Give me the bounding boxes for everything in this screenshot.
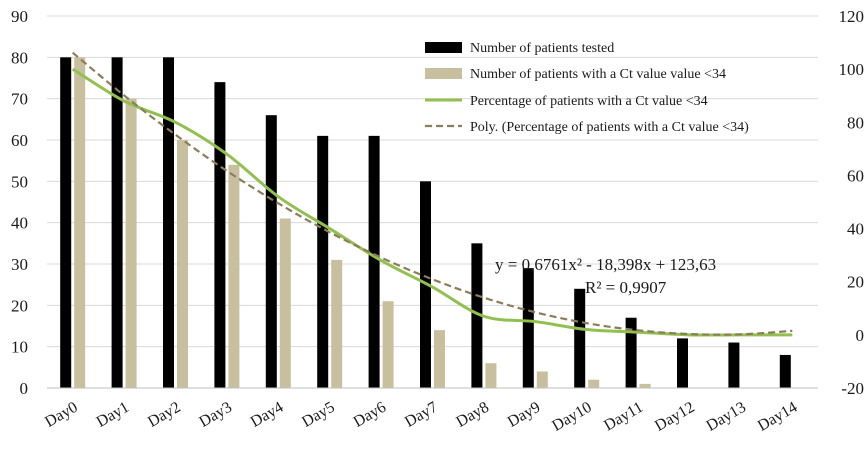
x-tick-label: Day6	[351, 399, 390, 431]
bar-ct-count	[331, 259, 343, 388]
lines	[71, 51, 793, 337]
bar-ct-count	[639, 383, 651, 388]
bar-ct-count	[588, 379, 600, 388]
x-tick-label: Day5	[299, 399, 338, 431]
y-left-tick-label: 0	[20, 379, 29, 398]
y-right-tick-label: 20	[847, 273, 864, 292]
bar-patients-tested	[728, 342, 740, 388]
legend-label-ct-count: Number of patients with a Ct value value…	[470, 67, 726, 82]
bar-ct-count	[228, 164, 240, 388]
x-tick-label: Day7	[402, 399, 441, 431]
bar-patients-tested	[368, 135, 380, 388]
y-left-tick-label: 60	[11, 131, 28, 150]
y-right-tick-label: 40	[847, 220, 864, 239]
bar-ct-count	[485, 363, 497, 388]
y-left-tick-label: 10	[11, 338, 28, 357]
y-left-tick-label: 20	[11, 296, 28, 315]
y-right-tick-label: 60	[847, 166, 864, 185]
x-tick-label: Day12	[652, 399, 697, 435]
y-left-tick-label: 50	[11, 172, 28, 191]
y-right-tick-label: 80	[847, 113, 864, 132]
bar-patients-tested	[625, 317, 637, 388]
axes: 0 10 20 30 40 50 60 70 80 90 -20 0 20 40 60 80 100 120 Day…	[11, 7, 864, 435]
x-tick-label: Day9	[505, 399, 544, 431]
bar-ct-count	[74, 57, 86, 388]
bar-patients-tested	[574, 288, 586, 388]
bar-ct-count	[279, 218, 291, 388]
x-tick-label: Day10	[549, 399, 594, 435]
x-tick-label: Day1	[94, 399, 133, 431]
line-poly-trend	[71, 51, 793, 336]
trendline-r-squared: R² = 0,9907	[585, 278, 667, 297]
bar-patients-tested	[111, 57, 123, 388]
y-right-tick-label: -20	[841, 379, 864, 398]
bar-ct-count	[536, 371, 548, 388]
legend-swatch-ct-count	[425, 68, 462, 79]
bar-patients-tested	[677, 338, 688, 388]
x-tick-label: Day2	[145, 399, 184, 431]
bar-patients-tested	[163, 57, 174, 388]
x-tick-label: Day3	[196, 399, 235, 431]
bar-patients-tested	[265, 115, 277, 388]
legend-label-percentage: Percentage of patients with a Ct value <…	[470, 94, 708, 109]
legend-label-poly-trend: Poly. (Percentage of patients with a Ct …	[470, 120, 749, 135]
bar-ct-count	[382, 301, 394, 388]
y-right-tick-label: 0	[856, 326, 865, 345]
x-tick-label: Day0	[42, 399, 81, 431]
x-tick-label: Day8	[453, 399, 492, 431]
legend: Number of patients tested Number of pati…	[425, 41, 749, 135]
bar-patients-tested	[779, 354, 791, 388]
x-tick-label: Day13	[703, 399, 748, 435]
x-tick-label: Day4	[248, 399, 287, 431]
bar-ct-count	[177, 140, 188, 388]
bar-patients-tested	[471, 243, 483, 388]
bar-ct-count	[125, 98, 137, 389]
bar-patients-tested	[60, 57, 72, 388]
y-left-tick-label: 70	[11, 90, 28, 109]
bar-patients-tested	[522, 268, 534, 388]
y-left-tick-label: 40	[11, 214, 28, 233]
y-right-tick-label: 100	[839, 60, 865, 79]
y-left-tick-label: 30	[11, 255, 28, 274]
y-left-tick-label: 80	[11, 48, 28, 67]
legend-swatch-patients-tested	[425, 42, 462, 53]
x-tick-label: Day11	[601, 399, 646, 435]
y-right-tick-label: 120	[839, 7, 865, 26]
legend-label-patients-tested: Number of patients tested	[470, 41, 614, 56]
y-left-tick-label: 90	[11, 7, 28, 26]
trendline-equation: y = 0,6761x² - 18,398x + 123,63	[495, 255, 716, 274]
bar-ct-count	[434, 330, 445, 388]
bar-patients-tested	[317, 135, 329, 388]
grid	[47, 15, 818, 389]
x-tick-label: Day14	[755, 399, 800, 435]
bar-patients-tested	[214, 82, 226, 388]
